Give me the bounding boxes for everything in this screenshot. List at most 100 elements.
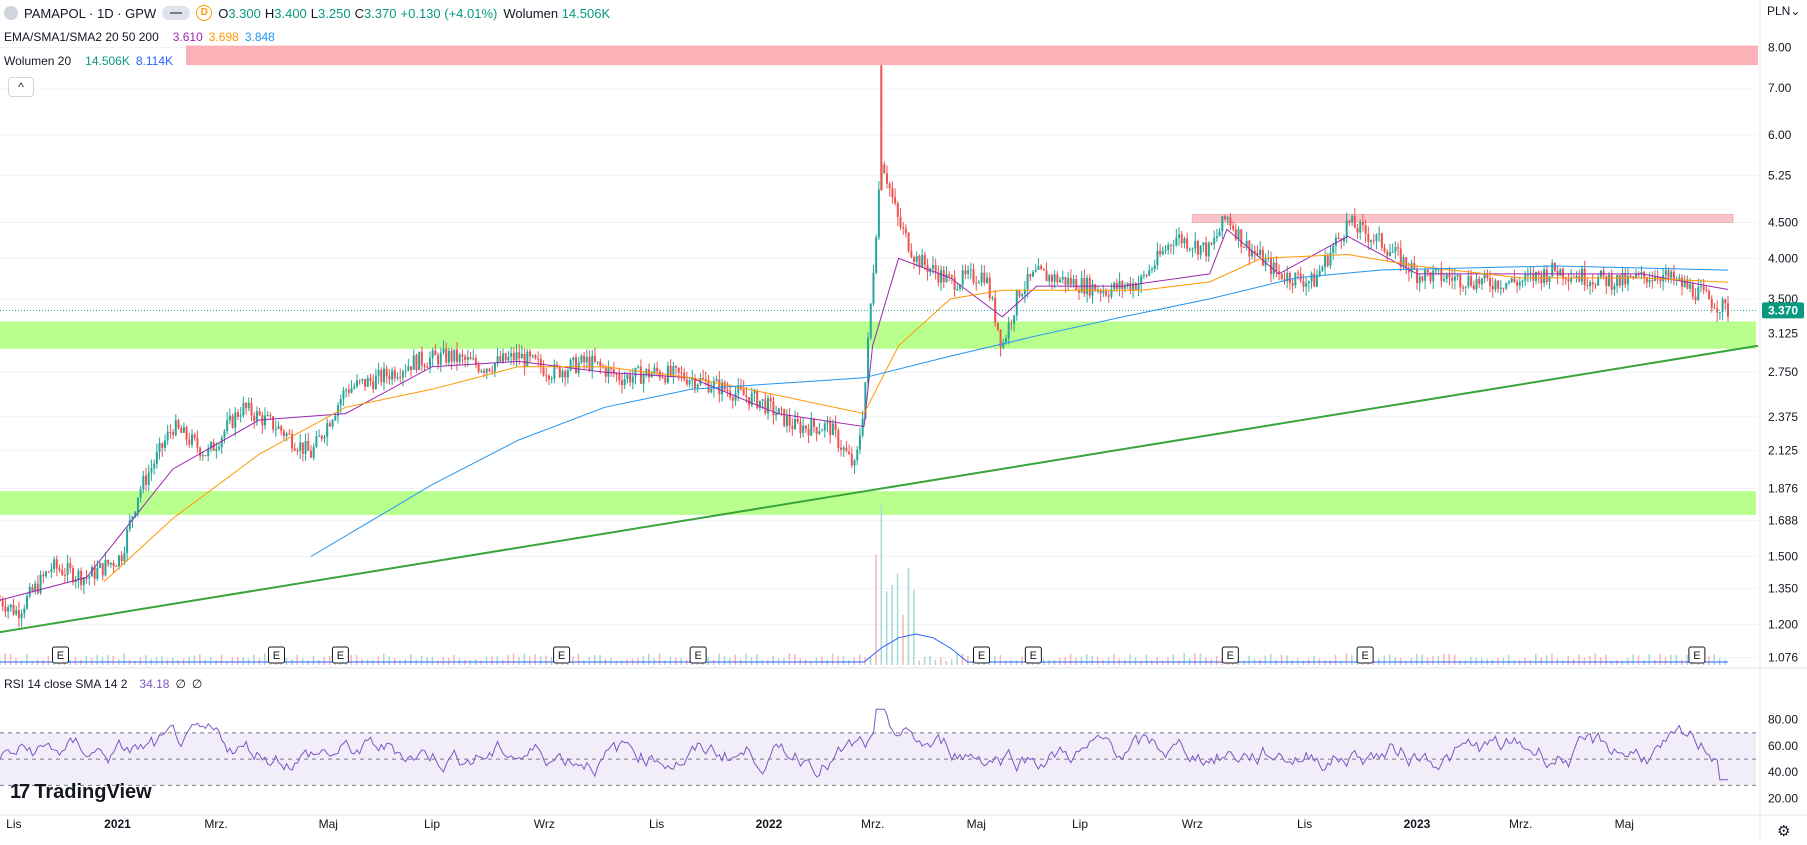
candle-body bbox=[23, 608, 26, 614]
candle-body bbox=[875, 237, 878, 273]
volume-bar bbox=[539, 656, 542, 665]
hide-icon[interactable] bbox=[162, 6, 191, 20]
earnings-marker-label: E bbox=[694, 650, 701, 662]
volume-bar bbox=[1280, 654, 1283, 665]
candle-body bbox=[145, 475, 148, 485]
chevron-down-icon: ⌄ bbox=[1790, 4, 1801, 18]
candle-body bbox=[407, 366, 410, 371]
candle-body bbox=[34, 583, 37, 592]
candle-body bbox=[1267, 258, 1270, 260]
price-tick-label: 4.500 bbox=[1768, 215, 1798, 229]
candle-body bbox=[7, 607, 10, 612]
candle-body bbox=[1578, 276, 1581, 282]
candle-body bbox=[1129, 282, 1132, 291]
candle-body bbox=[542, 367, 545, 376]
candle-body bbox=[596, 361, 599, 363]
candle-body bbox=[20, 613, 23, 619]
candle-body bbox=[166, 431, 169, 441]
candle-body bbox=[758, 400, 761, 409]
volume-bar bbox=[620, 660, 623, 665]
collapse-legend-button[interactable]: ^ bbox=[8, 77, 34, 97]
volume-bar bbox=[193, 655, 196, 665]
candle-body bbox=[829, 420, 832, 436]
earnings-marker[interactable] bbox=[1024, 646, 1042, 664]
candle-body bbox=[1497, 280, 1500, 289]
candle-body bbox=[961, 270, 964, 285]
currency-selector[interactable]: PLN⌄ bbox=[1767, 4, 1801, 18]
candle-body bbox=[1440, 268, 1443, 281]
volume-bar bbox=[1215, 655, 1218, 665]
volume-bar bbox=[1167, 657, 1169, 665]
volume-bar bbox=[1248, 655, 1250, 665]
candle-body bbox=[564, 371, 567, 378]
candle-body bbox=[1689, 284, 1692, 289]
candle-body bbox=[1202, 242, 1205, 246]
volume-bar bbox=[1172, 654, 1175, 665]
candle-body bbox=[1188, 248, 1191, 250]
earnings-marker-label: E bbox=[558, 650, 565, 662]
earnings-marker[interactable] bbox=[267, 646, 285, 664]
earnings-marker[interactable] bbox=[1221, 646, 1239, 664]
candle-body bbox=[347, 389, 350, 393]
volume-bar bbox=[648, 653, 650, 665]
candle-body bbox=[599, 361, 602, 367]
volume-bar bbox=[1194, 653, 1196, 665]
symbol-title[interactable]: PAMAPOL · 1D · GPW bbox=[24, 5, 157, 21]
candle-body bbox=[1418, 276, 1421, 284]
rsi-legend[interactable]: RSI 14 close SMA 14 2 34.18 ∅ ∅ bbox=[4, 677, 203, 691]
earnings-marker[interactable] bbox=[553, 646, 571, 664]
candle-body bbox=[1251, 250, 1254, 257]
price-tick-label: 4.000 bbox=[1768, 251, 1798, 265]
gear-icon[interactable]: ⚙ bbox=[1777, 823, 1791, 840]
candle-body bbox=[85, 577, 88, 579]
volume-legend[interactable]: Wolumen 20 14.506K 8.114K bbox=[4, 54, 174, 68]
candle-body bbox=[58, 568, 61, 571]
volume-bar bbox=[139, 657, 142, 665]
candle-body bbox=[1313, 273, 1316, 287]
candle-body bbox=[1535, 271, 1537, 281]
last-price-label: 3.370 bbox=[1768, 303, 1798, 317]
candle-body bbox=[1426, 269, 1429, 273]
earnings-marker[interactable] bbox=[973, 646, 991, 664]
volume-bar bbox=[869, 657, 872, 665]
candle-body bbox=[291, 433, 294, 449]
candle-body bbox=[364, 379, 367, 387]
candle-body bbox=[501, 353, 504, 362]
candle-body bbox=[1053, 274, 1056, 282]
price-tick-label: 7.00 bbox=[1768, 81, 1792, 95]
earnings-marker[interactable] bbox=[51, 646, 69, 664]
candle-body bbox=[1156, 250, 1159, 266]
candle-body bbox=[1580, 268, 1583, 282]
candle-body bbox=[785, 415, 788, 427]
candle-body bbox=[1356, 228, 1359, 233]
volume-bar bbox=[1340, 660, 1342, 665]
volume-bar bbox=[1134, 657, 1137, 665]
volume-bar bbox=[188, 656, 190, 665]
candle-body bbox=[226, 420, 229, 432]
delay-badge[interactable]: D bbox=[196, 5, 213, 21]
earnings-marker[interactable] bbox=[1688, 646, 1706, 664]
candle-body bbox=[1602, 270, 1605, 276]
volume-bar bbox=[669, 656, 672, 665]
candle-body bbox=[1670, 271, 1673, 278]
candle-body bbox=[1213, 237, 1216, 245]
candle-body bbox=[107, 559, 110, 565]
earnings-marker[interactable] bbox=[1356, 646, 1374, 664]
price-tick-label: 3.125 bbox=[1768, 326, 1798, 340]
earnings-marker-label: E bbox=[1030, 650, 1037, 662]
candle-body bbox=[756, 390, 759, 409]
candle-body bbox=[585, 356, 588, 363]
candle-body bbox=[1123, 285, 1126, 289]
candle-body bbox=[399, 377, 402, 379]
candle-body bbox=[556, 364, 559, 367]
ma-legend[interactable]: EMA/SMA1/SMA2 20 50 200 3.610 3.698 3.84… bbox=[4, 30, 275, 44]
tradingview-logo[interactable]: 17 TradingView bbox=[10, 781, 152, 803]
earnings-marker[interactable] bbox=[331, 646, 349, 664]
candle-body bbox=[483, 370, 486, 373]
earnings-marker[interactable] bbox=[689, 646, 707, 664]
volume-bar bbox=[507, 655, 509, 665]
earnings-marker-label: E bbox=[57, 650, 64, 662]
candle-body bbox=[1278, 271, 1281, 274]
price-tick-label: 2.375 bbox=[1768, 410, 1798, 424]
